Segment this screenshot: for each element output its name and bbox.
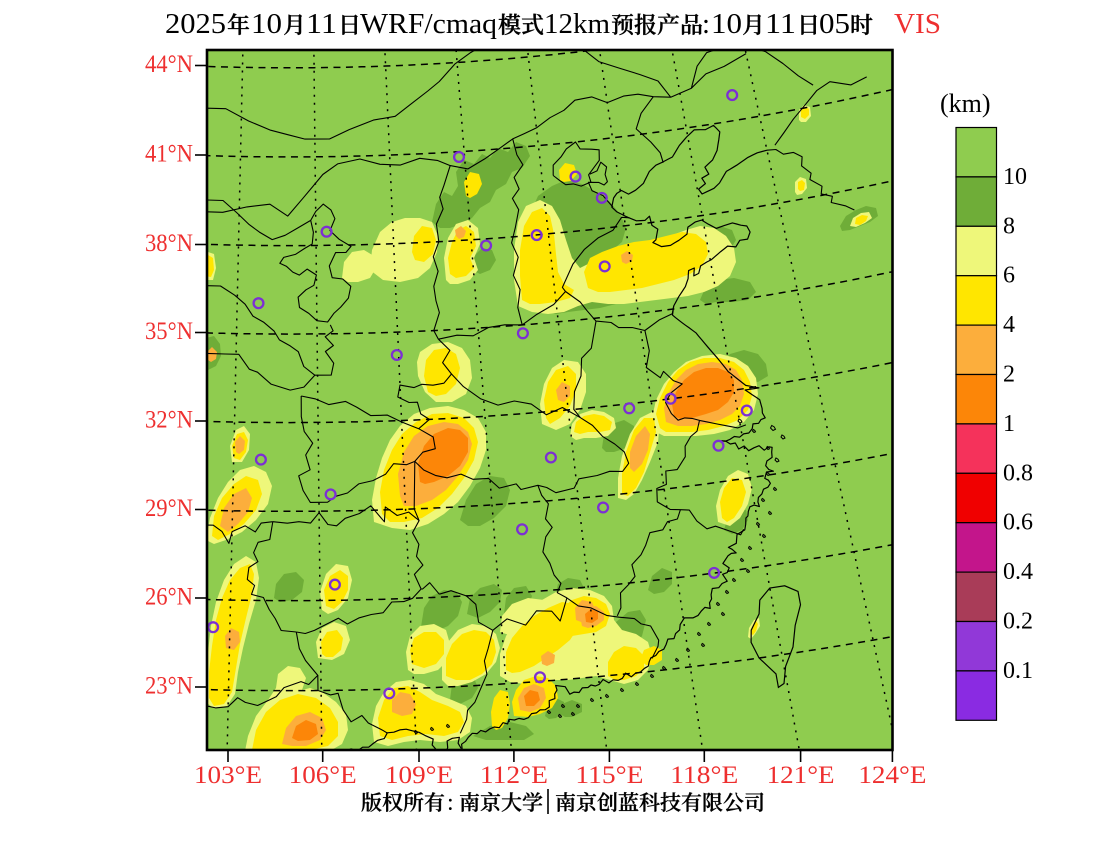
svg-text:VIS: VIS [894, 8, 941, 40]
svg-text:6: 6 [1003, 263, 1015, 289]
svg-text:(km): (km) [940, 89, 991, 118]
svg-text:8: 8 [1003, 213, 1015, 239]
svg-text:103°E: 103°E [194, 762, 262, 789]
svg-text:0.8: 0.8 [1003, 460, 1033, 486]
svg-text::: : [702, 8, 710, 40]
svg-text:26°N: 26°N [145, 584, 193, 611]
svg-text::: : [447, 790, 454, 816]
svg-text:115°E: 115°E [575, 762, 643, 789]
svg-text:0.2: 0.2 [1003, 609, 1033, 635]
svg-text:124°E: 124°E [858, 762, 926, 789]
svg-text:0.4: 0.4 [1003, 559, 1033, 585]
svg-text:WRF/cmaq: WRF/cmaq [360, 8, 497, 40]
svg-text:23°N: 23°N [145, 673, 193, 700]
svg-text:12km: 12km [544, 8, 610, 40]
svg-text:121°E: 121°E [767, 762, 835, 789]
svg-text:10: 10 [711, 8, 742, 40]
svg-text:10: 10 [251, 8, 282, 40]
svg-text:11: 11 [306, 8, 337, 40]
svg-text:35°N: 35°N [145, 318, 193, 345]
svg-text:112°E: 112°E [480, 762, 548, 789]
svg-text:2: 2 [1003, 362, 1015, 388]
svg-text:118°E: 118°E [670, 762, 738, 789]
svg-text:109°E: 109°E [385, 762, 453, 789]
svg-text:1: 1 [1003, 411, 1015, 437]
svg-text:32°N: 32°N [145, 407, 193, 434]
svg-text:10: 10 [1003, 164, 1027, 190]
svg-text:05: 05 [819, 8, 850, 40]
svg-text:106°E: 106°E [289, 762, 357, 789]
svg-text:2025: 2025 [165, 8, 226, 40]
svg-text:0.1: 0.1 [1003, 658, 1033, 684]
svg-text:38°N: 38°N [145, 230, 193, 257]
svg-text:4: 4 [1003, 312, 1015, 338]
svg-text:44°N: 44°N [145, 51, 193, 78]
svg-text:41°N: 41°N [145, 141, 193, 168]
svg-text:11: 11 [765, 8, 796, 40]
svg-text:29°N: 29°N [145, 495, 193, 522]
svg-text:0.6: 0.6 [1003, 510, 1033, 536]
